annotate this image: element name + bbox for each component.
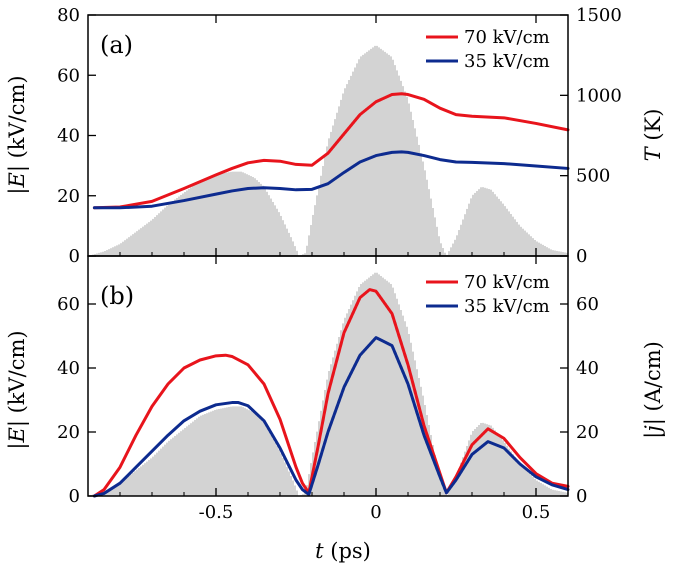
panel-a-ytick-label-left: 40	[57, 126, 80, 147]
panel-a-ylabel-unit: | (kV/cm)	[5, 75, 30, 172]
panel-a-ytick-label-right: 0	[576, 246, 587, 267]
panel-a-ytick-label-right: 1500	[576, 5, 622, 26]
panel-b-xtick-label: 0	[370, 502, 381, 523]
panel-b-ytick-label-left: 40	[57, 358, 80, 379]
panel-b-ylabel-bar-left: |	[5, 443, 30, 450]
panel-b-ytick-label-right: 40	[576, 358, 599, 379]
panel-a-y2label-unit: (K)	[641, 109, 665, 148]
panel-b-y2label: |j| (A/cm)	[641, 341, 666, 439]
panel-a-ytick-label-left: 60	[57, 65, 80, 86]
panel-a-y2label-symbol: T	[641, 145, 665, 161]
panel-a-ylabel-bar-left: |	[5, 188, 30, 195]
panel-a-ytick-label-left: 80	[57, 5, 80, 26]
panel-b-xlabel: t (ps)	[315, 539, 371, 563]
panel-b-legend-label-70kv: 70 kV/cm	[464, 272, 550, 293]
panel-a-y2label: T (K)	[641, 109, 665, 162]
panel-b-ytick-label-right: 60	[576, 294, 599, 315]
panel-a-series-70kv-line	[92, 92, 570, 210]
panel-a-legend-label-70kv: 70 kV/cm	[464, 27, 550, 48]
panel-a-ylabel: |E| (kV/cm)	[5, 75, 30, 194]
panel-b: -0.5 0 0.5 0 20 40 60 0 20 40 60 (b) 70 kV/cm 35 kV…	[5, 255, 666, 563]
panel-b-xlabel-unit: (ps)	[324, 539, 371, 563]
panel-b-ytick-label-left: 60	[57, 294, 80, 315]
panel-b-legend-label-35kv: 35 kV/cm	[464, 296, 550, 317]
panel-b-ylabel-symbol: E	[5, 427, 29, 443]
panel-b-y2label-bar-left: |	[641, 432, 666, 439]
panel-a-ytick-label-right: 1000	[576, 85, 622, 106]
panel-b-xtick-label: 0.5	[522, 502, 551, 523]
panel-b-ylabel-unit: | (kV/cm)	[5, 330, 30, 427]
panel-b-series-35kv-line	[92, 336, 570, 498]
panel-b-xlabel-symbol: t	[315, 539, 324, 563]
panel-a-label: (a)	[100, 31, 133, 59]
panel-b-label: (b)	[100, 282, 134, 310]
panel-a: 0 20 40 60 80 0 500 1000 1500 (a) 70 kV/cm 35 kV/…	[5, 5, 665, 267]
panel-b-series-70kv-line	[92, 288, 570, 498]
panel-b-y2label-unit: | (A/cm)	[641, 341, 666, 425]
panel-b-frame	[87, 255, 569, 497]
panel-a-ytick-label-right: 500	[576, 166, 610, 187]
panel-b-ytick-label-left: 0	[69, 486, 80, 507]
panel-b-ylabel: |E| (kV/cm)	[5, 330, 30, 449]
panel-b-ytick-label-right: 0	[576, 486, 587, 507]
panel-b-ytick-label-right: 20	[576, 422, 599, 443]
panel-b-y2label-symbol: j	[641, 425, 665, 436]
panel-a-legend-label-35kv: 35 kV/cm	[464, 51, 550, 72]
panel-a-ylabel-symbol: E	[5, 172, 29, 188]
panel-a-ytick-label-left: 0	[69, 246, 80, 267]
panel-b-xtick-label: -0.5	[199, 502, 234, 523]
panel-a-ytick-label-left: 20	[57, 186, 80, 207]
panel-b-ytick-label-left: 20	[57, 422, 80, 443]
panel-a-series-35kv-line	[92, 150, 570, 210]
